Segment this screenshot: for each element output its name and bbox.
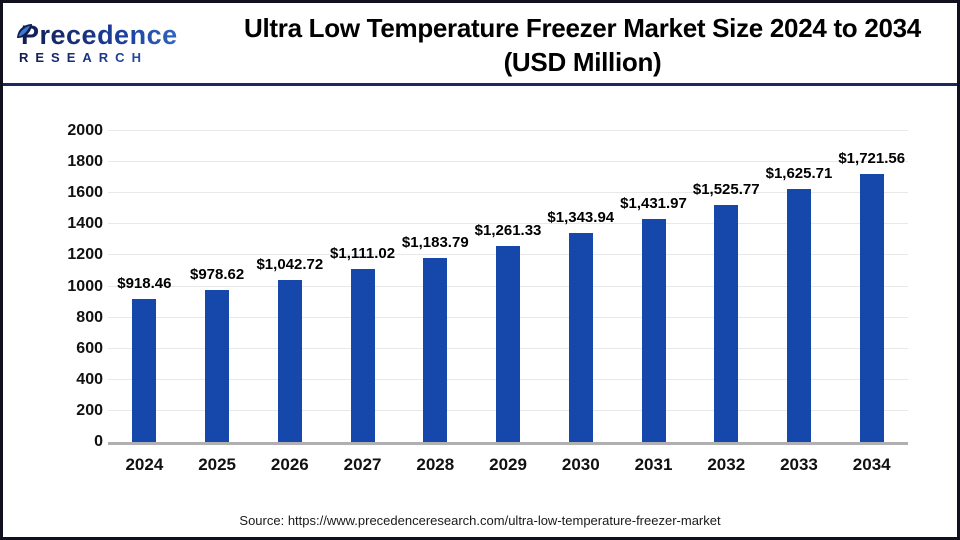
y-tick-label-800: 800 (76, 308, 103, 326)
bar-slot-2032: $1,525.77 (690, 131, 763, 442)
x-tick-label-2031: 2031 (634, 455, 673, 474)
y-tick-label-0: 0 (94, 433, 103, 450)
bar-value-label-2032: $1,525.77 (692, 180, 760, 198)
bar-value-label-2024: $918.46 (117, 275, 172, 293)
bar-value-label-2033: $1,625.71 (765, 165, 833, 183)
x-tick-label-2034: 2034 (852, 455, 891, 474)
plot-area: 0 200 400 600 800 1000 1200 1400 1600 1800 2000 $9… (67, 122, 908, 450)
bar-2032 (714, 204, 739, 442)
logo: Precedence RESEARCH (3, 20, 208, 66)
x-tick-label-2029: 2029 (489, 455, 527, 474)
bar-2030 (568, 233, 593, 442)
gridline-1400 (108, 223, 908, 225)
bar-2025 (205, 289, 230, 442)
bar-slot-2034: $1,721.56 (835, 131, 908, 442)
y-tick-label-2000: 2000 (67, 122, 103, 139)
bar-slot-2028: $1,183.79 (399, 131, 472, 442)
x-tick-label-2024: 2024 (125, 455, 164, 474)
bar-2031 (641, 219, 666, 442)
x-tick-label-2028: 2028 (416, 455, 455, 474)
bar-slot-2024: $918.46 (108, 131, 181, 442)
bar-slot-2031: $1,431.97 (617, 131, 690, 442)
bar-slot-2026: $1,042.72 (253, 131, 326, 442)
bar-2033 (786, 189, 811, 442)
bar-slot-2033: $1,625.71 (763, 131, 836, 442)
y-tick-label-600: 600 (76, 339, 103, 357)
bar-2029 (496, 245, 521, 442)
bar-value-label-2029: $1,261.33 (474, 221, 542, 239)
leaf-icon (17, 24, 32, 38)
y-tick-label-1200: 1200 (67, 246, 103, 264)
bar-slot-2027: $1,111.02 (326, 131, 399, 442)
bar-2027 (350, 269, 375, 442)
bar-2026 (277, 279, 302, 442)
bar-2024 (132, 299, 157, 442)
y-tick-label-1600: 1600 (67, 184, 103, 202)
gridline-1600 (108, 192, 908, 194)
bar-2028 (423, 257, 448, 442)
bar-value-label-2034: $1,721.56 (838, 150, 906, 168)
logo-subtitle: RESEARCH (19, 50, 208, 66)
source-text: Source: https://www.precedenceresearch.c… (239, 513, 721, 528)
chart-region: 0 200 400 600 800 1000 1200 1400 1600 1800 2000 $9… (3, 122, 957, 475)
bar-slot-2029: $1,261.33 (472, 131, 545, 442)
x-tick-label-2025: 2025 (198, 455, 237, 474)
x-tick-label-2033: 2033 (780, 455, 818, 474)
bar-slot-2025: $978.62 (181, 131, 254, 442)
x-axis-labels: 2024 2025 2026 2027 2028 2029 2030 2031 2032 2033… (108, 455, 908, 475)
gridline-1800 (108, 161, 908, 163)
bar-slot-2030: $1,343.94 (544, 131, 617, 442)
y-tick-label-1000: 1000 (67, 277, 103, 295)
bars-row: $918.46 $978.62 $1,042.72 $1,111.02 $1,183.7… (108, 131, 908, 442)
bar-2034 (859, 174, 884, 442)
chart-title: Ultra Low Temperature Freezer Market Siz… (208, 7, 957, 79)
bar-value-label-2030: $1,343.94 (547, 209, 615, 227)
bar-value-label-2028: $1,183.79 (401, 233, 469, 251)
bar-value-label-2027: $1,111.02 (330, 245, 396, 263)
bar-value-label-2026: $1,042.72 (256, 255, 324, 273)
y-tick-label-1400: 1400 (67, 215, 103, 233)
logo-wordmark: Precedence (19, 20, 208, 50)
x-tick-label-2032: 2032 (707, 455, 746, 474)
bar-value-label-2025: $978.62 (189, 265, 245, 283)
bar-value-label-2031: $1,431.97 (620, 195, 687, 213)
y-tick-label-1800: 1800 (67, 153, 103, 171)
x-tick-label-2027: 2027 (343, 455, 382, 474)
gridline-2000 (108, 130, 908, 131)
y-tick-label-200: 200 (76, 401, 103, 419)
x-tick-label-2030: 2030 (561, 455, 600, 474)
header: Precedence RESEARCH Ultra Low Temperatur… (3, 3, 957, 83)
y-tick-label-400: 400 (76, 370, 103, 388)
header-separator (3, 83, 957, 86)
x-tick-label-2026: 2026 (270, 455, 309, 474)
chart-title-line1: Ultra Low Temperature Freezer Market Siz… (244, 13, 921, 43)
chart-title-line2: (USD Million) (503, 47, 662, 77)
